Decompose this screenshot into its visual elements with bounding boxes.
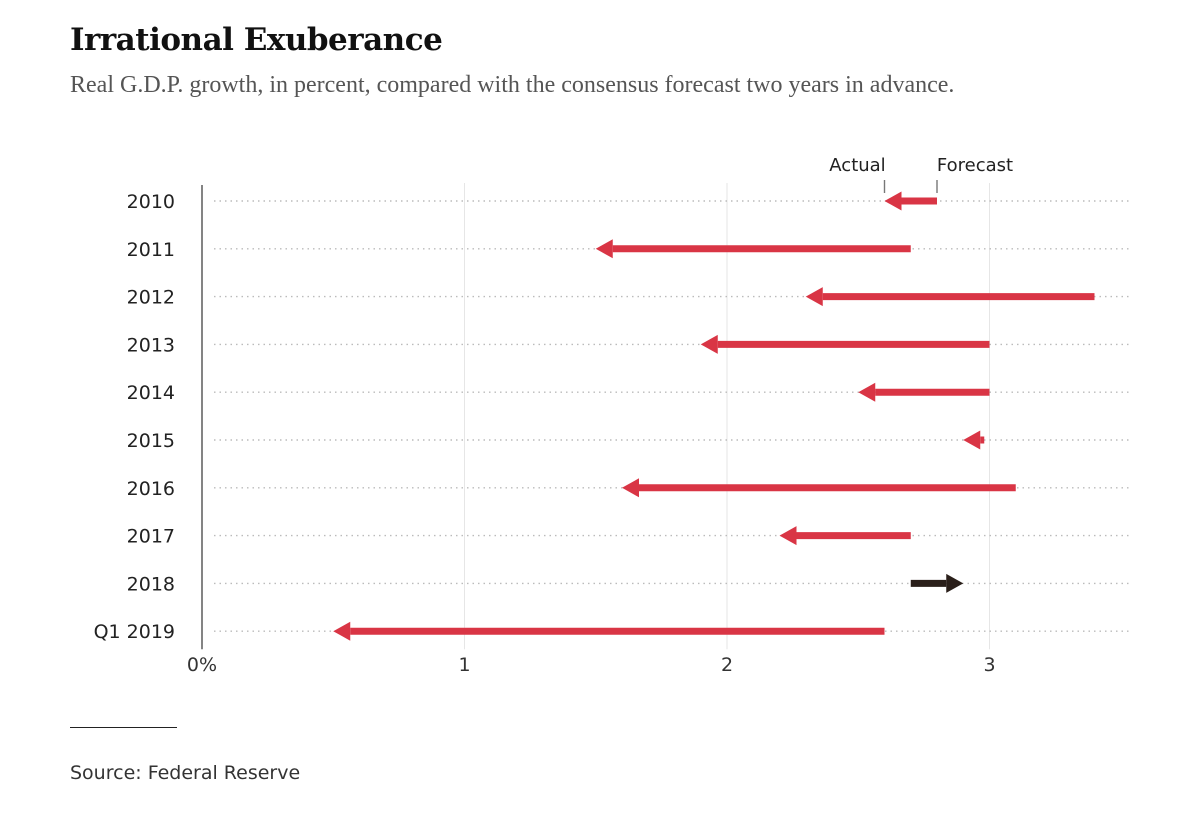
year-label: 2012 [127,287,175,309]
arrow-head [858,382,876,402]
arrow-2015 [963,430,985,450]
arrow-2013 [700,334,990,354]
arrow-q1-2019 [333,621,885,641]
arrow-head [805,287,823,307]
year-label: 2015 [127,430,175,452]
x-tick-label: 3 [983,654,995,676]
arrow-head [333,621,351,641]
arrow-head [622,478,639,498]
legend-forecast-label: Forecast [937,155,1013,176]
year-label: 2018 [127,573,175,595]
year-label: 2010 [127,191,175,213]
year-label: 2016 [127,478,175,500]
arrow-chart: 2010 2011 2012 2013 2014 2015 2016 2017 2018 Q1 2… [94,155,1132,676]
legend-actual-label: Actual [829,155,885,176]
arrow-2011 [595,239,911,259]
arrow-2010 [884,191,937,211]
arrow-head [595,239,613,259]
year-label: 2017 [127,526,175,548]
chart-title: Irrational Exuberance [70,22,443,58]
arrow-head [884,191,902,211]
year-label: Q1 2019 [94,621,175,643]
arrow-2018 [910,573,964,593]
arrow-2016 [622,478,1016,498]
x-tick-label: 1 [458,654,470,676]
source-divider [70,727,177,728]
arrow-head [946,573,964,593]
arrow-head [963,430,981,450]
arrow-head [700,334,718,354]
arrow-2014 [858,382,990,402]
source-note: Source: Federal Reserve [70,762,301,784]
arrow-head [779,526,797,546]
year-label: 2011 [127,239,175,261]
x-tick-label: 2 [721,654,733,676]
arrow-2017 [779,526,911,546]
chart-subtitle: Real G.D.P. growth, in percent, compared… [70,72,955,98]
arrow-2012 [805,287,1095,307]
year-label: 2014 [127,382,175,404]
year-label: 2013 [127,334,175,356]
x-tick-label: 0% [187,654,217,676]
